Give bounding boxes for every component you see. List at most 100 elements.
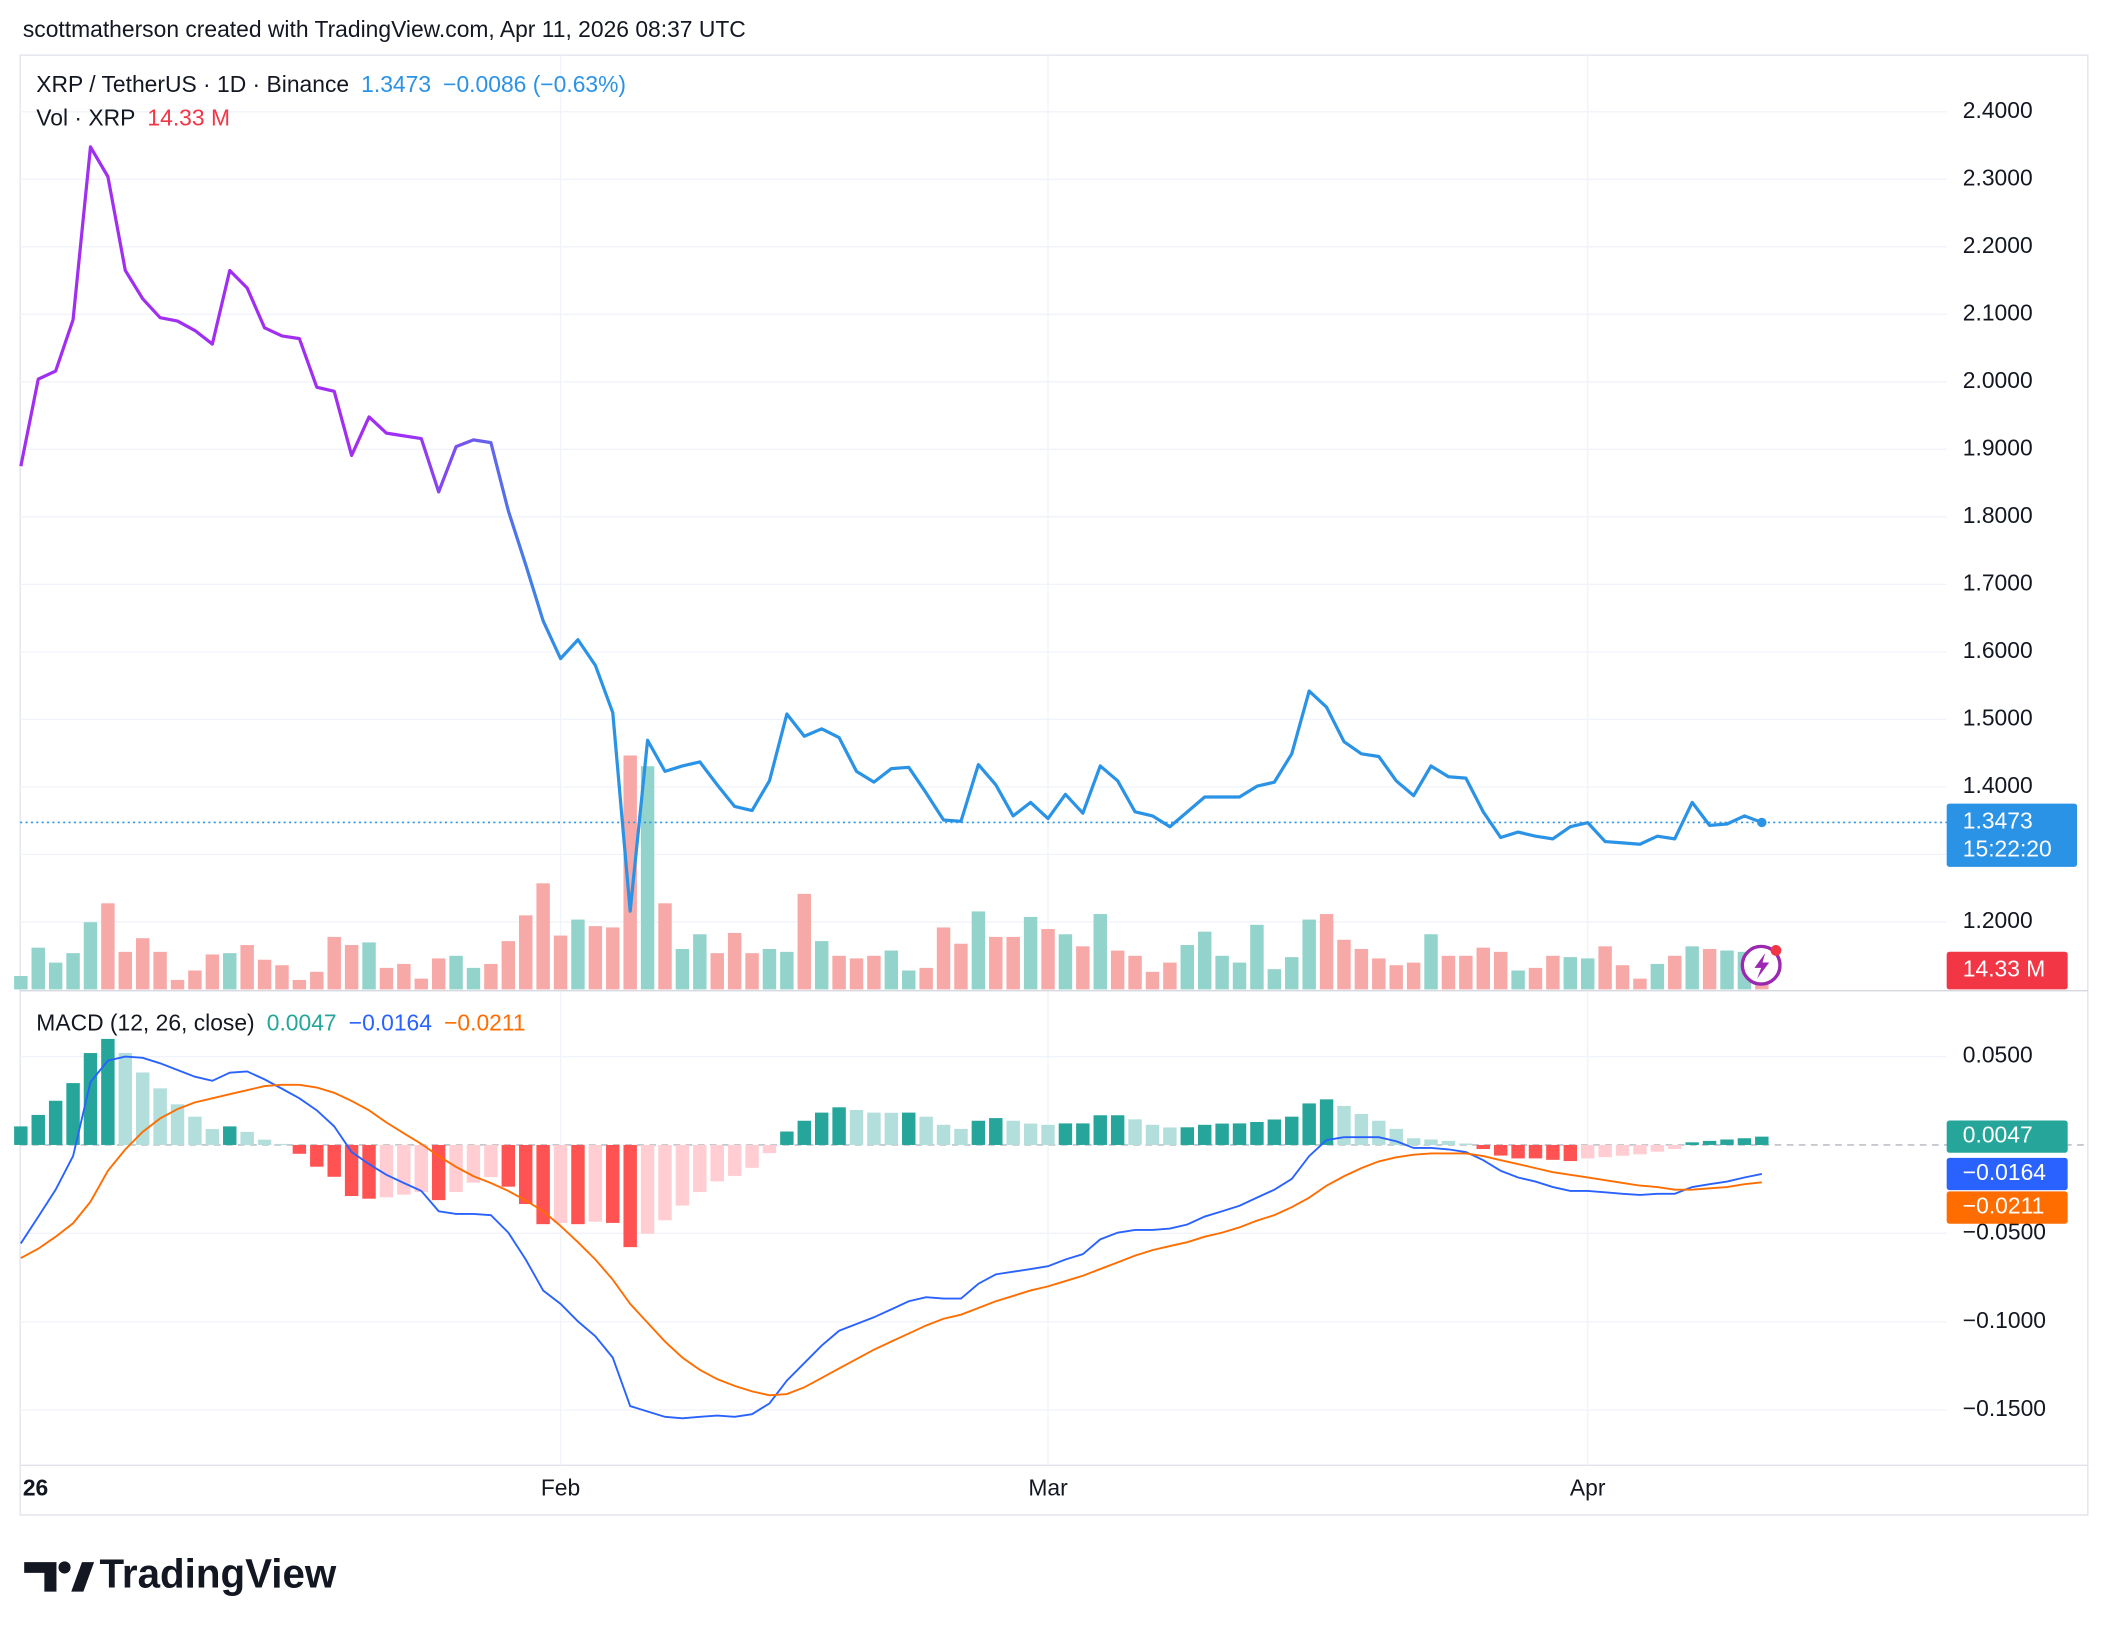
- macd-histogram-bar: [780, 1131, 794, 1145]
- volume-bar: [1215, 955, 1229, 990]
- volume-bar: [849, 958, 864, 990]
- y-tick-label: 2.3000: [1963, 164, 2033, 190]
- volume-bar: [14, 976, 28, 990]
- macd-histogram-bar: [1441, 1140, 1456, 1145]
- volume-bar: [1319, 914, 1334, 990]
- volume-bar: [501, 941, 516, 990]
- macd-histogram-bar: [675, 1144, 690, 1206]
- macd-histogram-bar: [658, 1144, 672, 1221]
- logo-mark: [71, 1562, 95, 1592]
- volume-bar: [1615, 965, 1630, 990]
- y-tick-label: 2.4000: [1963, 97, 2033, 123]
- macd-histogram-bar: [1598, 1144, 1612, 1158]
- volume-bar: [536, 883, 550, 990]
- volume-bar: [135, 938, 150, 990]
- price-tag: [1946, 803, 2078, 867]
- macd-histogram-bar: [1285, 1116, 1299, 1145]
- macd-histogram-bar: [135, 1072, 150, 1145]
- volume-bar: [344, 945, 359, 990]
- macd-histogram-bar: [762, 1144, 777, 1154]
- volume-bar: [1023, 916, 1038, 990]
- volume-bar: [1685, 946, 1699, 990]
- macd-histogram-bar: [1145, 1124, 1160, 1145]
- volume-bar: [1702, 948, 1717, 990]
- volume-bar: [1633, 978, 1647, 990]
- macd-histogram-bar: [1459, 1143, 1473, 1145]
- macd-histogram-bar: [310, 1144, 324, 1167]
- volume-tag: [1946, 951, 2068, 990]
- macd-histogram-bar: [1563, 1144, 1578, 1162]
- volume-bar: [1668, 955, 1682, 990]
- macd-histogram-bar: [745, 1144, 759, 1168]
- macd-histogram-bar: [1267, 1119, 1282, 1145]
- volume-bar: [814, 941, 829, 990]
- y-tick-label: 2.2000: [1963, 232, 2033, 258]
- volume-bar: [1441, 955, 1456, 990]
- volume-bar: [623, 755, 637, 990]
- price-tag-value: 1.3473: [1963, 807, 2033, 833]
- logo: TradingView: [24, 1551, 337, 1597]
- x-tick-label: 26: [23, 1475, 48, 1501]
- alert-icon: [1740, 944, 1782, 986]
- volume-bar: [223, 953, 237, 990]
- macd-histogram-bar: [1720, 1139, 1734, 1145]
- volume-bar: [745, 953, 759, 990]
- volume-bar: [1354, 948, 1369, 990]
- volume-bar: [832, 955, 846, 990]
- y-tick-label: 1.2000: [1963, 907, 2033, 933]
- volume-bar: [1163, 962, 1177, 990]
- macd-histogram-bar: [344, 1144, 359, 1197]
- volume-bar: [1076, 946, 1090, 990]
- volume-bar: [1041, 929, 1055, 990]
- y-tick-label: −0.1000: [1963, 1307, 2046, 1333]
- legend-change: −0.0086 (−0.63%): [443, 71, 626, 97]
- legend-title: XRP / TetherUS · 1D · Binance: [36, 71, 349, 97]
- volume-bar: [606, 927, 620, 990]
- macd-histogram-bar: [205, 1129, 220, 1145]
- volume-bar: [1511, 970, 1525, 990]
- x-tick-label: Mar: [1028, 1475, 1068, 1501]
- y-tick-label: 1.4000: [1963, 772, 2033, 798]
- volume-bar: [1424, 934, 1438, 990]
- macd-histogram-bar: [1685, 1142, 1699, 1145]
- volume-bar: [780, 951, 794, 990]
- y-tick-label: 1.9000: [1963, 434, 2033, 460]
- volume-bar: [431, 958, 446, 990]
- macd-histogram-bar: [414, 1144, 428, 1192]
- volume-bar: [31, 947, 45, 990]
- macd-histogram-bar: [536, 1144, 550, 1225]
- volume-bar: [1267, 969, 1282, 990]
- macd-histogram-bar: [1546, 1144, 1560, 1160]
- macd-histogram-bar: [1424, 1139, 1438, 1145]
- volume-bar: [170, 979, 185, 990]
- macd-histogram-bar: [832, 1107, 846, 1145]
- macd-histogram-bar: [640, 1144, 655, 1234]
- macd-histogram-bar: [14, 1126, 28, 1145]
- volume-bar: [66, 953, 80, 990]
- y-tick-label: 1.5000: [1963, 704, 2033, 730]
- last-price-dot: [1757, 817, 1767, 828]
- volume-bar: [1650, 963, 1665, 990]
- macd-histogram-bar: [223, 1126, 237, 1145]
- legend-macd-histogram: 0.0047: [267, 1009, 337, 1035]
- header-text: scottmatherson created with TradingView.…: [23, 16, 746, 42]
- volume-bar: [1250, 924, 1264, 990]
- y-tick-label: 1.6000: [1963, 637, 2033, 663]
- volume-bar: [1598, 946, 1612, 990]
- volume-bar: [884, 950, 899, 990]
- volume-bar: [519, 915, 533, 990]
- volume-bar: [1285, 957, 1299, 990]
- macd-histogram-bar: [588, 1144, 603, 1222]
- macd-histogram-bar: [48, 1100, 63, 1145]
- volume-bar: [1058, 934, 1073, 990]
- macd-histogram-bar: [919, 1116, 933, 1145]
- macd-histogram-bar: [1110, 1115, 1125, 1145]
- macd-histogram-bar: [1650, 1144, 1665, 1152]
- volume-bar: [1389, 965, 1403, 990]
- macd-histogram-bar: [971, 1120, 986, 1145]
- volume-bar: [675, 948, 690, 990]
- volume-bar: [1528, 967, 1543, 990]
- volume-bar: [954, 943, 968, 990]
- macd-histogram-bar: [275, 1143, 289, 1145]
